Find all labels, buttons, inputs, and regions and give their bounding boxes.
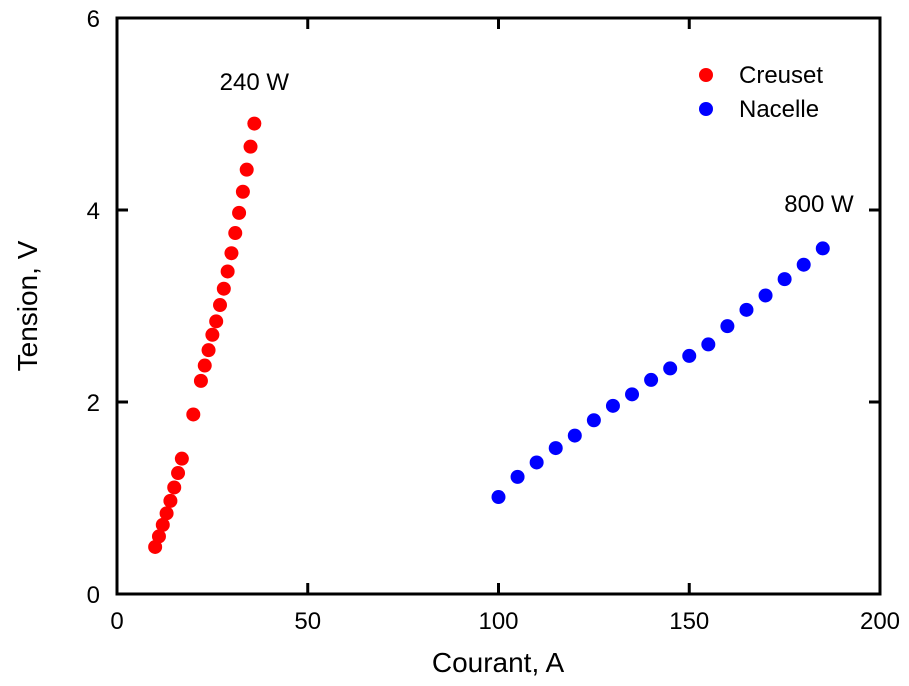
data-point-creuset [205, 327, 220, 342]
data-point-creuset [171, 466, 186, 481]
data-point-nacelle [586, 413, 601, 428]
data-point-creuset [216, 281, 231, 296]
data-point-nacelle [720, 319, 735, 334]
y-tick-label: 0 [87, 582, 100, 609]
legend: Creuset Nacelle [699, 62, 823, 123]
data-point-creuset [220, 264, 235, 279]
data-point-nacelle [548, 441, 563, 456]
y-axis-label: Tension, V [12, 240, 43, 371]
x-axis-label: Courant, A [432, 647, 565, 678]
legend-label-nacelle: Nacelle [739, 96, 819, 123]
x-tick-label: 100 [478, 608, 518, 635]
data-point-nacelle [739, 302, 754, 317]
data-point-creuset [243, 139, 258, 154]
data-point-nacelle [644, 372, 659, 387]
data-point-creuset [155, 517, 170, 532]
data-point-creuset [197, 358, 212, 373]
legend-marker-nacelle [699, 102, 713, 116]
y-tick-label: 4 [87, 198, 100, 225]
data-point-nacelle [796, 257, 811, 272]
legend-marker-creuset [699, 68, 713, 82]
x-tick-label: 50 [294, 608, 321, 635]
data-point-creuset [209, 314, 224, 329]
data-point-creuset [213, 298, 228, 313]
data-point-creuset [186, 407, 201, 422]
data-point-creuset [174, 451, 189, 466]
annotation-label: 800 W [784, 191, 854, 218]
data-point-creuset [239, 162, 254, 177]
legend-label-creuset: Creuset [739, 62, 823, 89]
data-point-nacelle [815, 241, 830, 256]
data-point-nacelle [682, 348, 697, 363]
data-point-nacelle [567, 428, 582, 443]
data-point-creuset [167, 480, 182, 495]
y-tick-label: 6 [87, 6, 100, 33]
axis-ticks [115, 16, 882, 596]
x-tick-label: 150 [669, 608, 709, 635]
data-point-nacelle [777, 272, 792, 287]
x-tick-label: 0 [110, 608, 123, 635]
data-point-creuset [247, 116, 262, 131]
annotations: 240 W 800 W [220, 69, 854, 218]
y-tick-label: 2 [87, 390, 100, 417]
data-point-creuset [151, 529, 166, 544]
data-point-nacelle [491, 490, 506, 505]
data-point-creuset [201, 343, 216, 358]
data-point-nacelle [510, 469, 525, 484]
data-point-creuset [163, 493, 178, 508]
data-point-nacelle [605, 398, 620, 413]
tick-labels: 0 50 100 150 200 0 2 4 6 [87, 6, 900, 635]
data-point-creuset [159, 506, 174, 521]
data-point-creuset [193, 373, 208, 388]
data-point-creuset [235, 184, 250, 199]
data-points [148, 116, 830, 554]
x-tick-label: 200 [860, 608, 900, 635]
data-point-creuset [228, 226, 243, 241]
data-point-creuset [224, 246, 239, 261]
data-point-nacelle [529, 455, 544, 470]
data-point-creuset [148, 539, 163, 554]
data-point-nacelle [625, 387, 640, 402]
data-point-nacelle [701, 337, 716, 352]
data-point-nacelle [663, 361, 678, 376]
annotation-label: 240 W [220, 69, 290, 96]
data-point-creuset [232, 205, 247, 220]
data-point-nacelle [758, 288, 773, 303]
